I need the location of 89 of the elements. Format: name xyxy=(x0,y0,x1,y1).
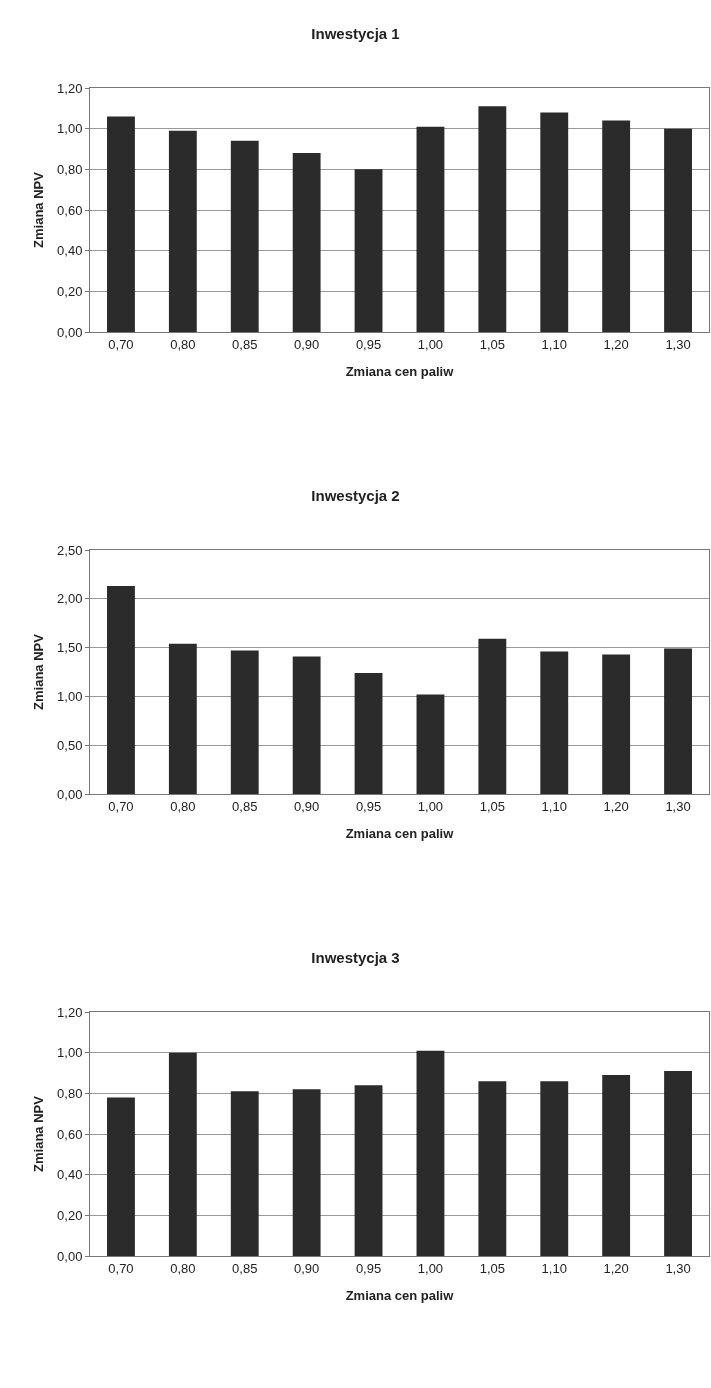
bar xyxy=(416,694,445,794)
bar xyxy=(292,656,321,794)
x-tick-label: 0,95 xyxy=(355,798,382,814)
bar xyxy=(664,1070,692,1256)
bar xyxy=(354,672,383,794)
x-axis-title: Zmiana cen paliw xyxy=(345,364,455,380)
y-tick-label: 0,80 xyxy=(57,1085,83,1101)
x-tick-label: 0,70 xyxy=(108,798,134,814)
bar xyxy=(602,120,631,332)
y-axis-title: Zmiana NPV xyxy=(31,171,47,248)
x-tick-label: 0,70 xyxy=(108,1260,134,1276)
x-tick-label: 1,05 xyxy=(479,1260,506,1276)
y-tick-label: 0,60 xyxy=(57,202,83,218)
y-tick-label: 2,00 xyxy=(57,591,83,607)
x-tick-label: 1,00 xyxy=(417,336,444,352)
bar xyxy=(168,130,197,332)
bar xyxy=(230,140,259,332)
x-axis-title: Zmiana cen paliw xyxy=(345,1288,455,1304)
y-tick-label: 1,00 xyxy=(57,688,83,704)
bar xyxy=(354,169,383,332)
y-tick-label: 0,00 xyxy=(57,324,83,340)
x-tick-label: 1,20 xyxy=(603,336,629,352)
x-tick-label: 1,05 xyxy=(479,798,506,814)
bar xyxy=(230,650,259,794)
x-tick-label: 1,10 xyxy=(541,798,567,814)
bar xyxy=(416,126,445,332)
y-tick-label: 0,00 xyxy=(57,1248,83,1264)
y-tick-label: 1,20 xyxy=(57,1004,83,1020)
bar xyxy=(478,1081,507,1256)
x-tick-label: 0,95 xyxy=(355,336,382,352)
x-tick-label: 1,10 xyxy=(541,1260,567,1276)
bar xyxy=(602,1075,631,1256)
y-tick-label: 2,50 xyxy=(57,542,83,558)
bar xyxy=(664,648,692,794)
x-tick-label: 0,70 xyxy=(108,336,134,352)
x-tick-label: 0,80 xyxy=(170,336,196,352)
x-axis-title: Zmiana cen paliw xyxy=(345,826,455,842)
y-tick-label: 0,00 xyxy=(57,786,83,802)
x-tick-label: 0,80 xyxy=(170,1260,196,1276)
bar xyxy=(107,586,135,794)
bar xyxy=(540,112,569,332)
x-tick-label: 0,85 xyxy=(232,336,258,352)
bar xyxy=(292,1089,321,1256)
bar xyxy=(416,1050,445,1256)
y-tick-label: 0,20 xyxy=(57,1207,83,1223)
bar xyxy=(292,153,321,332)
bar xyxy=(107,1097,135,1256)
y-tick-label: 0,50 xyxy=(57,737,83,753)
y-tick-label: 1,50 xyxy=(57,640,83,656)
y-axis-title: Zmiana NPV xyxy=(31,1095,47,1172)
x-tick-label: 0,85 xyxy=(232,798,258,814)
x-tick-label: 1,30 xyxy=(665,1260,691,1276)
bar xyxy=(478,106,507,332)
y-tick-label: 1,00 xyxy=(57,1045,83,1061)
bar xyxy=(230,1091,259,1256)
x-tick-label: 0,90 xyxy=(293,1260,320,1276)
y-axis-title: Zmiana NPV xyxy=(31,633,47,710)
x-tick-label: 1,30 xyxy=(665,336,691,352)
y-tick-label: 0,20 xyxy=(57,283,83,299)
x-tick-label: 1,10 xyxy=(541,336,567,352)
y-tick-label: 1,00 xyxy=(57,121,83,137)
x-tick-label: 1,20 xyxy=(603,1260,629,1276)
x-tick-label: 1,05 xyxy=(479,336,506,352)
bar xyxy=(540,1081,569,1256)
bar xyxy=(168,643,197,794)
y-tick-label: 1,20 xyxy=(57,80,83,96)
bar xyxy=(602,654,631,794)
bar xyxy=(107,116,135,332)
x-tick-label: 1,00 xyxy=(417,798,444,814)
x-tick-label: 0,95 xyxy=(355,1260,382,1276)
x-tick-label: 1,00 xyxy=(417,1260,444,1276)
bar xyxy=(478,638,507,794)
bar xyxy=(540,651,569,794)
x-tick-label: 0,90 xyxy=(293,798,320,814)
y-tick-label: 0,80 xyxy=(57,161,83,177)
chart-title: Inwestycja 3 xyxy=(311,948,400,966)
x-tick-label: 1,20 xyxy=(603,798,629,814)
x-tick-label: 0,90 xyxy=(293,336,320,352)
chart-title: Inwestycja 2 xyxy=(311,486,400,504)
x-tick-label: 0,80 xyxy=(170,798,196,814)
x-tick-label: 1,30 xyxy=(665,798,691,814)
chart-title: Inwestycja 1 xyxy=(311,24,400,42)
bar xyxy=(664,128,692,332)
y-tick-label: 0,40 xyxy=(57,1167,83,1183)
bar xyxy=(354,1085,383,1256)
bar xyxy=(168,1052,197,1256)
y-tick-label: 0,40 xyxy=(57,243,83,259)
y-tick-label: 0,60 xyxy=(57,1126,83,1142)
x-tick-label: 0,85 xyxy=(232,1260,258,1276)
